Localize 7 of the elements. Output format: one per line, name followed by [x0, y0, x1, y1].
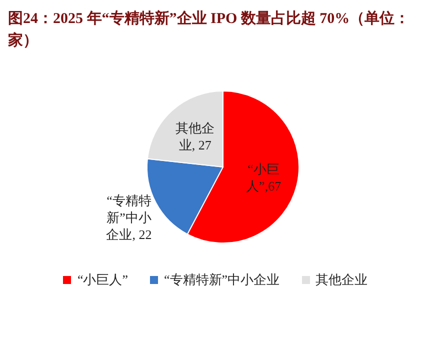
chart-title: 图24：2025 年“专精特新”企业 IPO 数量占比超 70%（单位：家）: [8, 9, 411, 51]
data-label: “小巨人”,67: [246, 161, 282, 194]
legend-label: “专精特新”中小企业: [164, 271, 280, 289]
legend-label: 其他企业: [316, 271, 368, 289]
data-label: 其他企业, 27: [176, 120, 215, 152]
data-label: “专精特新”中小企业, 22: [106, 192, 152, 242]
legend-label: “小巨人”: [77, 271, 128, 289]
